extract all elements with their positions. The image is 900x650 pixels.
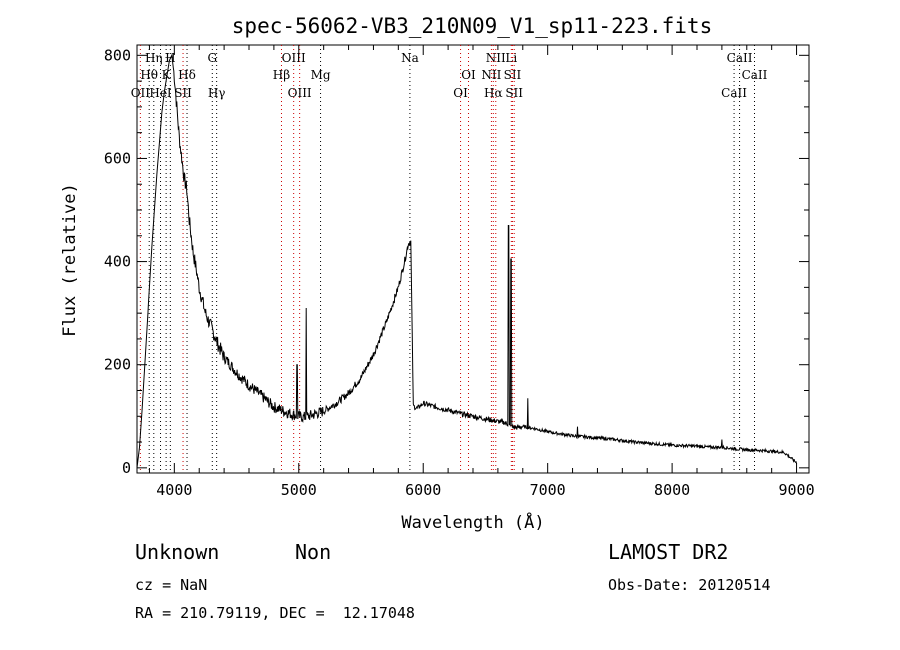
survey-label: LAMOST DR2: [608, 540, 729, 564]
line-marker-label: G: [207, 51, 217, 65]
x-tick-label: 6000: [405, 481, 441, 499]
object-class: Unknown: [135, 540, 220, 564]
axis-ticks: 4000 5000 6000 7000 8000 9000 0 200 400 600 800: [104, 45, 815, 499]
line-marker-label: HeI: [149, 86, 172, 100]
coordinates: RA = 210.79119, DEC = 12.17048: [135, 604, 415, 622]
line-marker-label: Hα: [484, 86, 503, 100]
x-tick-label: 5000: [281, 481, 317, 499]
y-tick-label: 0: [122, 459, 131, 477]
line-marker-label: Hη: [145, 51, 163, 65]
plot-frame: [136, 44, 810, 474]
line-marker-label: NII: [481, 68, 501, 82]
line-marker-label: Hθ: [140, 68, 158, 82]
series-layer: [137, 53, 798, 468]
line-marker-label: SII: [174, 86, 192, 100]
line-marker-label: NII: [486, 51, 506, 65]
line-marker-label: SII: [504, 68, 522, 82]
line-marker-label: CaII: [721, 86, 747, 100]
line-marker-label: Na: [401, 51, 419, 65]
x-tick-label: 9000: [778, 481, 814, 499]
x-tick-label: 4000: [156, 481, 192, 499]
line-marker-label: Hγ: [208, 86, 226, 100]
line-marker-label: CaII: [727, 51, 753, 65]
chart-title: spec-56062-VB3_210N09_V1_sp11-223.fits: [232, 14, 712, 38]
line-marker-label: Mg: [311, 68, 331, 82]
line-marker-label: SII: [505, 86, 523, 100]
y-tick-label: 600: [104, 149, 131, 167]
y-tick-label: 800: [104, 46, 131, 64]
line-marker-label: OIII: [288, 86, 312, 100]
line-marker-label: Li: [505, 51, 517, 65]
redshift-readout: cz = NaN: [135, 576, 208, 594]
line-marker-label: OI: [453, 86, 468, 100]
line-marker-label: OI: [461, 68, 476, 82]
x-axis-label: Wavelength (Å): [401, 511, 544, 533]
obs-date: Obs-Date: 20120514: [608, 576, 771, 594]
x-tick-label: 7000: [530, 481, 566, 499]
spectrum-line: [137, 53, 798, 468]
y-axis-label: Flux (relative): [60, 183, 80, 337]
object-subclass: Non: [295, 540, 332, 564]
y-tick-label: 400: [104, 253, 131, 271]
line-marker-label: CaII: [742, 68, 768, 82]
y-tick-label: 200: [104, 356, 131, 374]
line-marker-label: Hβ: [273, 68, 290, 82]
line-marker-label: OII: [131, 86, 151, 100]
x-tick-label: 8000: [654, 481, 690, 499]
line-marker-label: OIII: [282, 51, 306, 65]
line-marker-label: Hδ: [178, 68, 196, 82]
